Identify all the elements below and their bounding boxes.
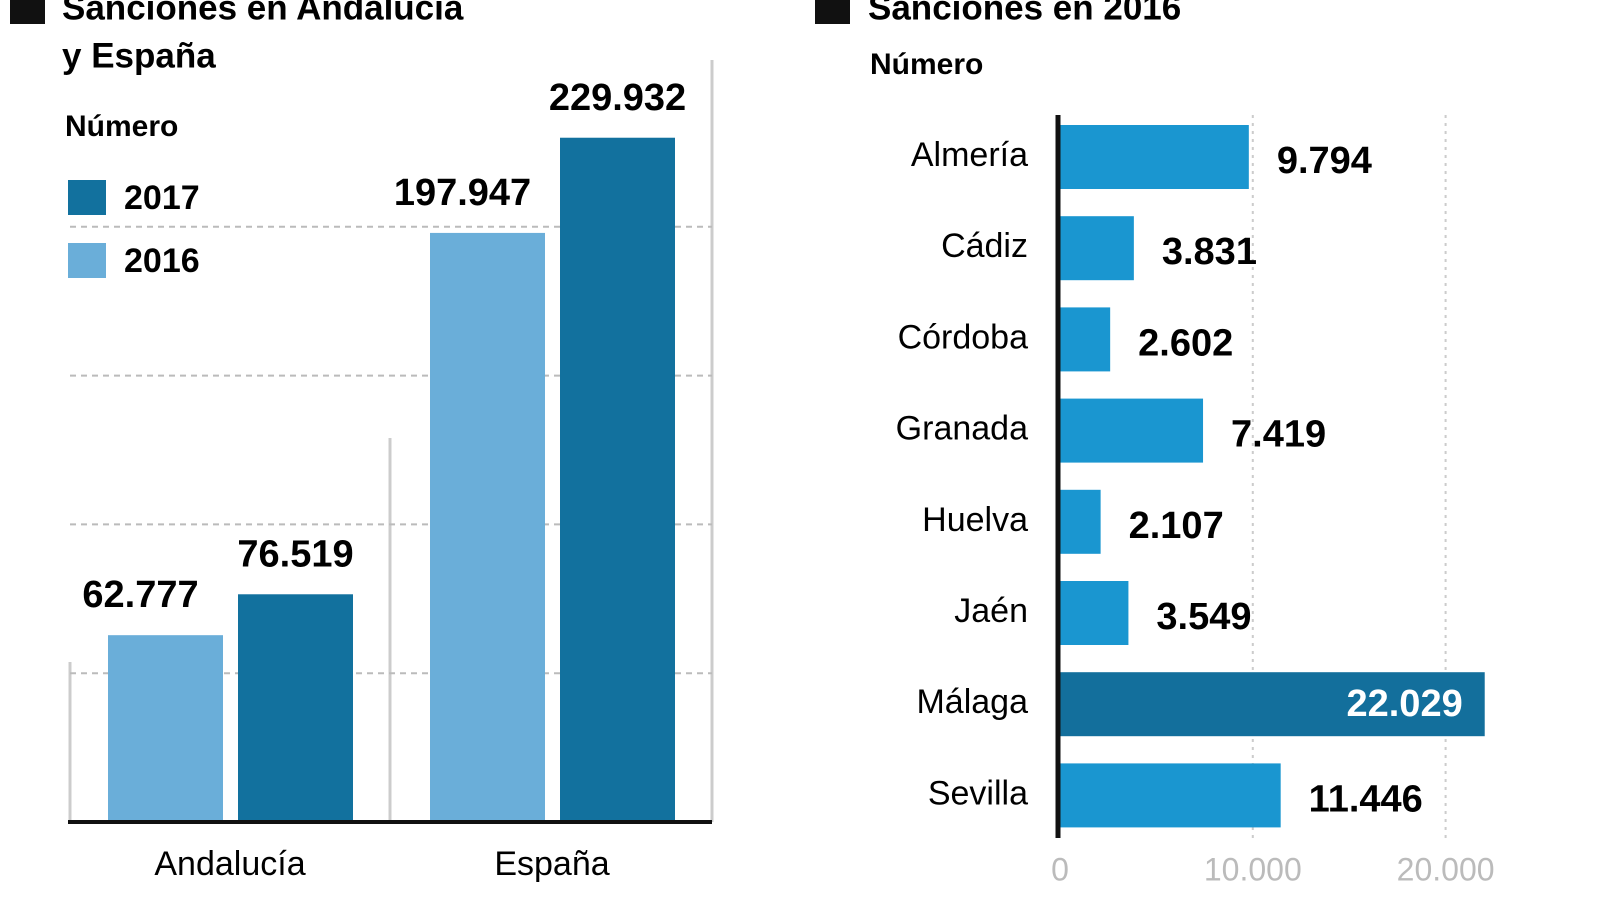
y-tick-label: Almería: [911, 136, 1028, 174]
y-tick-label: Huelva: [922, 501, 1028, 539]
x-tick-label: Andalucía: [154, 845, 305, 883]
value-label: 62.777: [82, 574, 198, 616]
legend-label: 2016: [124, 242, 200, 280]
bar: [1060, 307, 1111, 372]
value-label: 197.947: [394, 172, 531, 214]
bar: [1060, 398, 1204, 463]
bar: [1060, 125, 1249, 189]
y-tick-label: Cádiz: [941, 227, 1028, 265]
value-label: 2.107: [1129, 505, 1224, 547]
y-tick-label: Jaén: [954, 592, 1028, 630]
chart-title: Sanciones en Andalucía: [62, 0, 464, 27]
value-label: 76.519: [237, 533, 353, 575]
value-label: 9.794: [1277, 140, 1372, 182]
x-tick-label: 10.000: [1204, 851, 1302, 887]
x-tick-label: España: [494, 845, 609, 883]
y-tick-label: Málaga: [916, 683, 1028, 721]
bar: [1060, 581, 1129, 645]
bar: [1060, 672, 1485, 737]
x-tick-label: 0: [1051, 851, 1069, 887]
y-tick-label: Sevilla: [928, 774, 1028, 812]
y-tick-label: Granada: [896, 410, 1028, 448]
bar: [1060, 489, 1101, 554]
x-tick-label: 20.000: [1397, 851, 1495, 887]
legend-label: 2017: [124, 179, 200, 217]
bar: [1060, 763, 1281, 828]
bar: [430, 232, 545, 822]
value-label: 229.932: [549, 77, 686, 119]
chart-title: y España: [62, 36, 216, 75]
value-label: 2.602: [1138, 322, 1233, 364]
title-marker: [815, 0, 850, 24]
chart-subtitle: Número: [65, 110, 178, 143]
bar: [560, 137, 675, 823]
chart-title: Sanciones en 2016: [868, 0, 1181, 27]
bar: [1060, 216, 1134, 281]
bar: [238, 594, 353, 822]
y-tick-label: Córdoba: [898, 318, 1029, 356]
chart-subtitle: Número: [870, 48, 983, 81]
bar: [108, 635, 223, 822]
legend-swatch: [68, 243, 106, 278]
value-label: 22.029: [1346, 683, 1462, 725]
value-label: 7.419: [1231, 414, 1326, 456]
value-label: 3.549: [1156, 596, 1251, 638]
title-marker: [10, 0, 45, 24]
legend-swatch: [68, 180, 106, 215]
value-label: 3.831: [1162, 231, 1257, 273]
value-label: 11.446: [1309, 778, 1423, 820]
